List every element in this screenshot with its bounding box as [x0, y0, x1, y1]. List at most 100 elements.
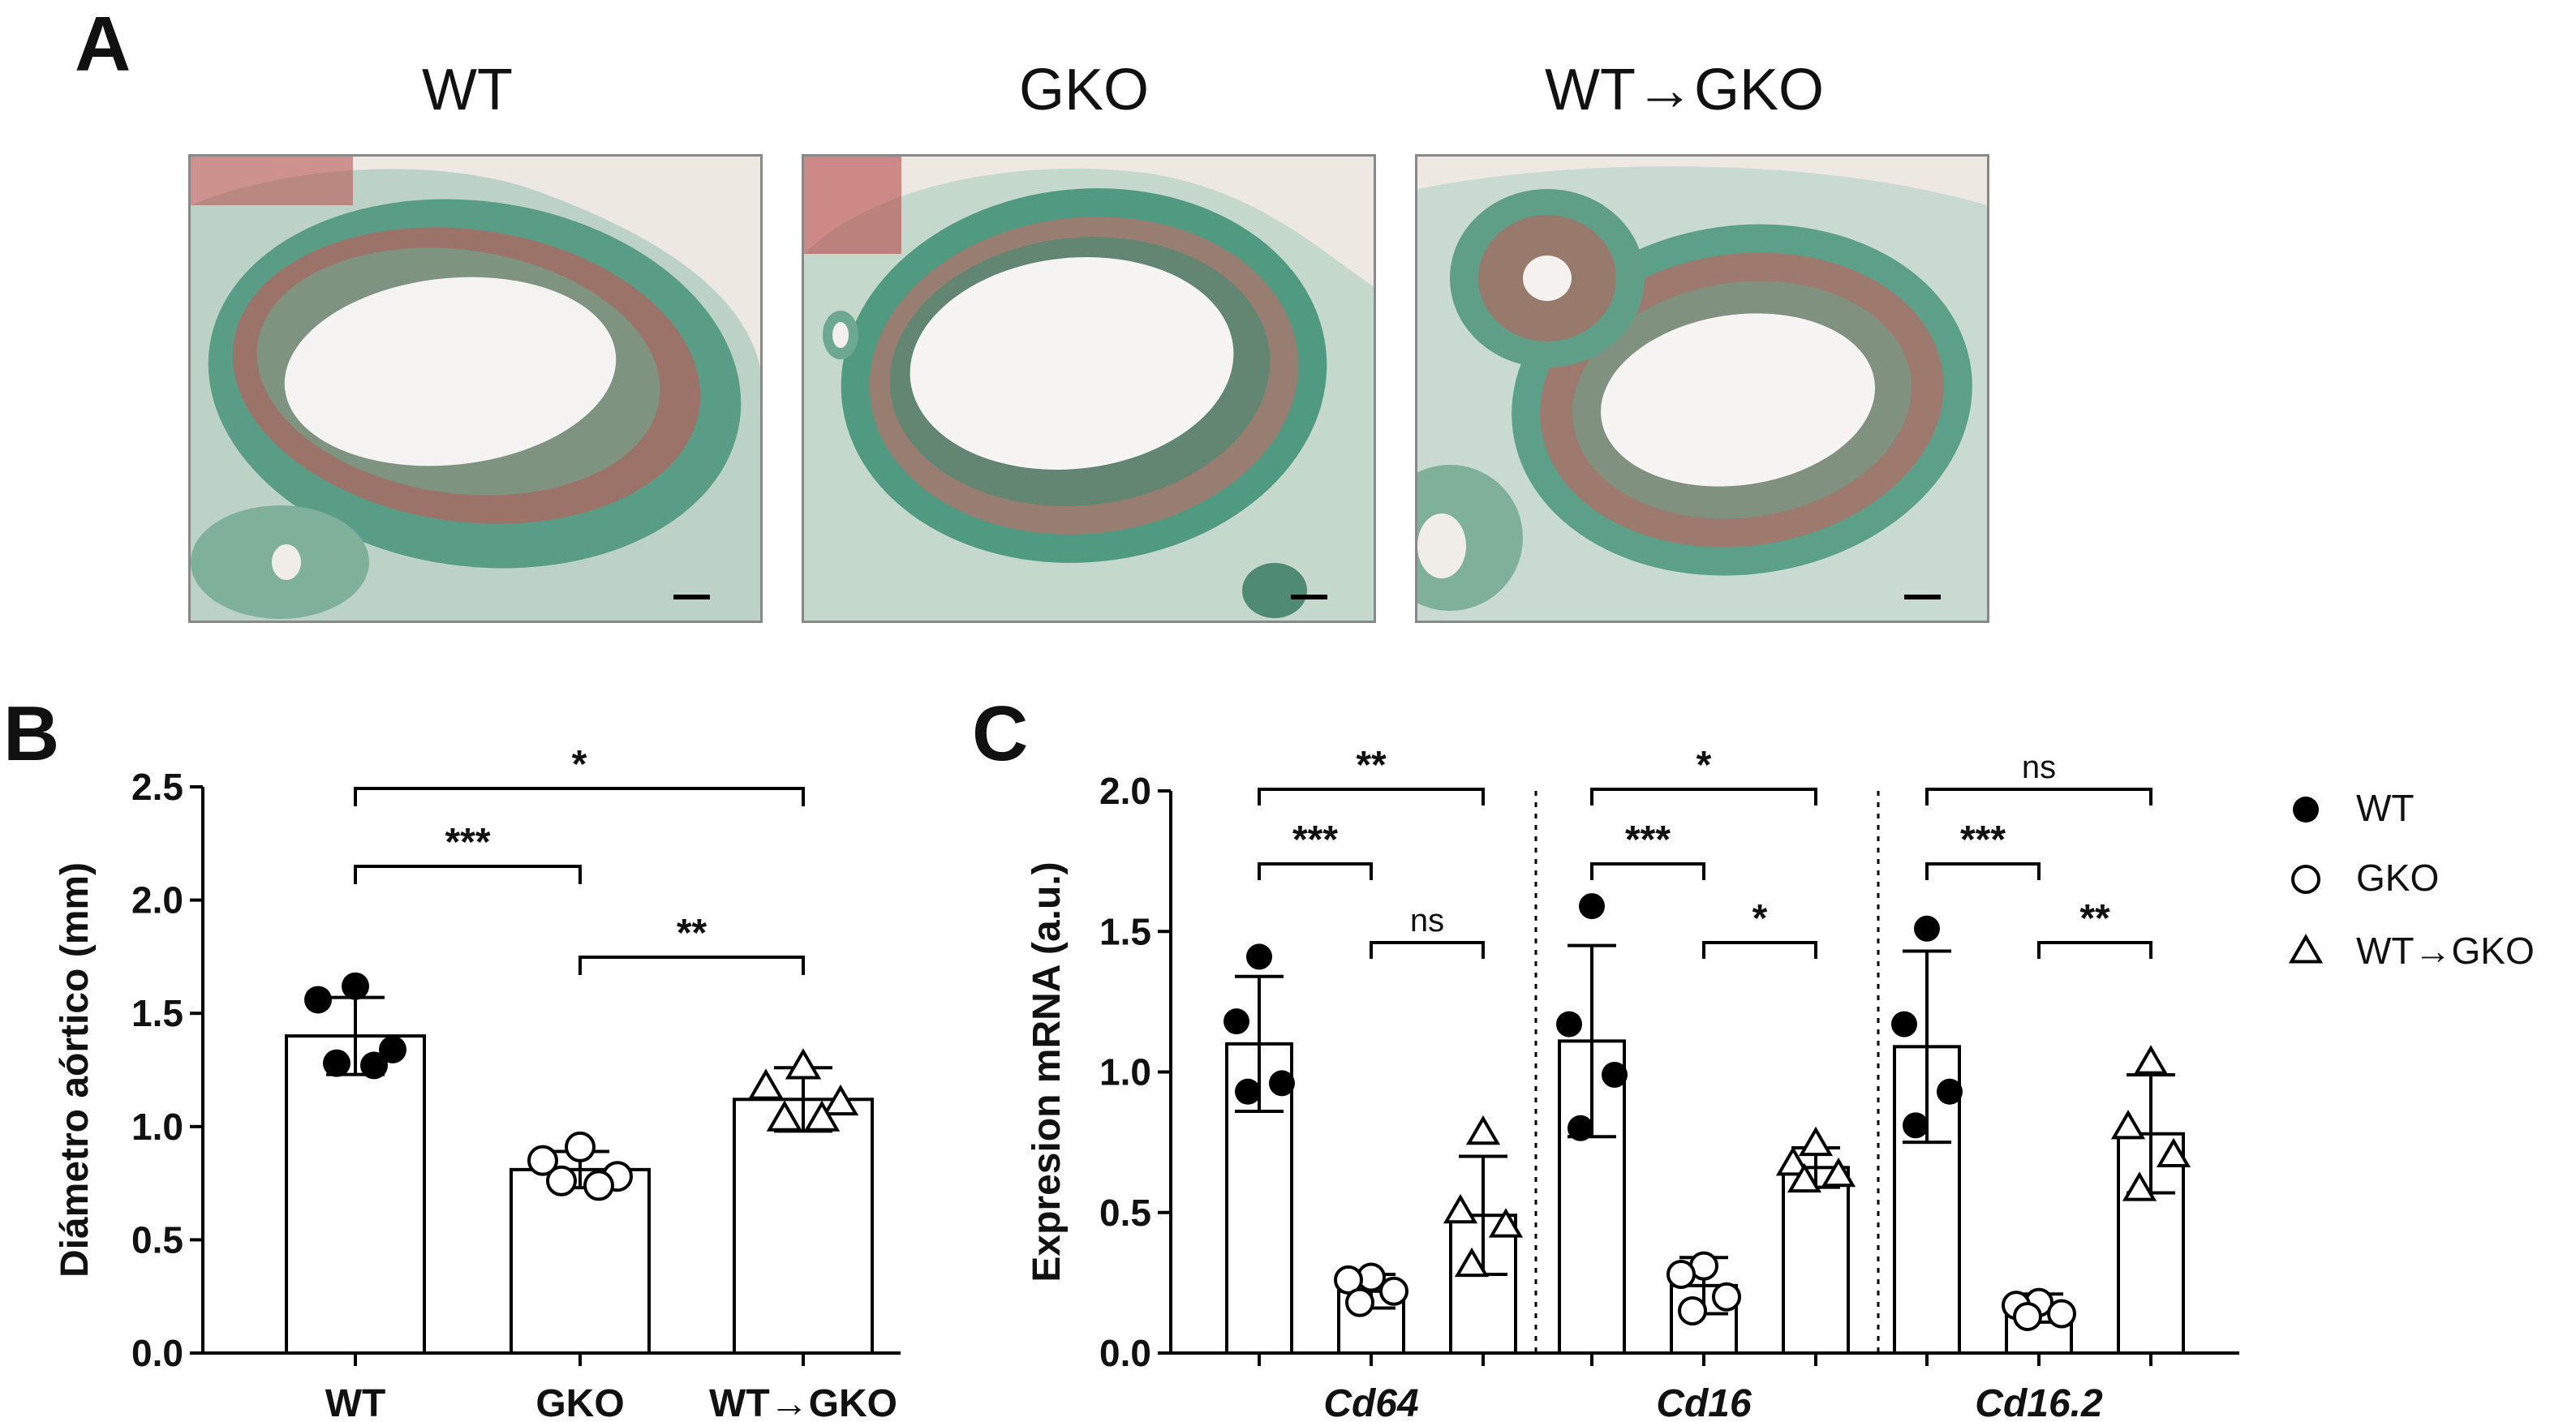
data-point — [2110, 1109, 2146, 1140]
data-point — [546, 1165, 577, 1196]
legend-marker — [2288, 934, 2324, 964]
y-tick-label: 2.5 — [131, 766, 183, 808]
data-point — [1775, 1146, 1811, 1176]
data-point — [1379, 1276, 1408, 1306]
group-label: Cd64 — [1323, 1382, 1418, 1422]
significance-label: ns — [2022, 750, 2056, 785]
image-title-wt-gko: WT→GKO — [1545, 58, 1824, 122]
data-point — [1712, 1282, 1741, 1312]
bar — [510, 1167, 651, 1355]
data-point — [1269, 1070, 1295, 1097]
data-point — [1465, 1115, 1501, 1145]
y-tick-label: 0.5 — [1099, 1192, 1151, 1234]
data-point — [304, 986, 332, 1014]
data-point — [803, 1100, 841, 1132]
panel-label-c: C — [972, 690, 1029, 777]
data-point — [766, 1100, 803, 1132]
group-label: Cd16.2 — [1975, 1382, 2103, 1422]
image-title-wt: WT — [422, 58, 513, 122]
significance-label: *** — [1292, 818, 1338, 861]
data-point — [1787, 1162, 1822, 1193]
bar — [1782, 1166, 1850, 1355]
significance-bracket — [1258, 788, 1485, 806]
data-point — [527, 1145, 558, 1176]
x-tick-label: WT — [325, 1382, 386, 1422]
data-point — [2156, 1137, 2191, 1168]
legend-label: WT→GKO — [2356, 930, 2535, 972]
panel-label-a: A — [75, 1, 131, 88]
legend-label: GKO — [2356, 857, 2439, 899]
data-point — [2047, 1299, 2076, 1329]
significance-label: * — [572, 743, 587, 786]
data-point — [2133, 1045, 2169, 1075]
histology-image-wt — [188, 154, 763, 623]
data-point — [1488, 1208, 1524, 1238]
data-point — [1223, 1008, 1249, 1035]
histology-image-gko — [802, 154, 1376, 623]
significance-bracket — [1590, 862, 1705, 880]
significance-label: * — [1697, 744, 1712, 787]
y-tick-label: 0.0 — [131, 1332, 183, 1374]
significance-label: ** — [1356, 744, 1387, 787]
significance-bracket — [1925, 788, 2152, 806]
data-point — [1246, 943, 1272, 970]
data-point — [747, 1068, 785, 1100]
data-point — [822, 1084, 859, 1116]
data-point — [360, 1051, 388, 1080]
significance-bracket — [1702, 941, 1817, 959]
significance-label: ** — [677, 912, 707, 955]
y-tick-label: 1.5 — [131, 992, 183, 1034]
data-point — [1891, 1011, 1917, 1038]
y-tick-label: 1.0 — [131, 1106, 183, 1148]
data-point — [1937, 1078, 1963, 1105]
legend-marker — [2293, 797, 2319, 823]
significance-bracket — [1258, 862, 1373, 880]
data-point — [1235, 1078, 1261, 1105]
data-point — [1579, 893, 1605, 920]
significance-bracket — [2037, 941, 2152, 959]
y-tick-label: 0.0 — [1099, 1332, 1151, 1374]
legend-label: WT — [2356, 787, 2415, 829]
data-point — [1798, 1126, 1834, 1157]
bar — [733, 1098, 874, 1355]
y-axis-label: Expresion mRNA (a.u.) — [1026, 861, 1069, 1282]
histology-image-wt-gko — [1415, 154, 1989, 623]
data-point — [1334, 1265, 1363, 1295]
significance-label: *** — [1960, 818, 2006, 861]
data-point — [1914, 915, 1940, 942]
data-point — [323, 1049, 350, 1077]
bar — [285, 1034, 426, 1355]
data-point — [785, 1048, 822, 1080]
data-point — [1821, 1157, 1856, 1188]
data-point — [1556, 1011, 1582, 1038]
group-label: Cd16 — [1656, 1382, 1752, 1422]
significance-bracket — [1370, 941, 1485, 959]
data-point — [1903, 1112, 1929, 1139]
data-point — [2013, 1301, 2042, 1331]
panel-label-b: B — [3, 690, 60, 777]
data-point — [1666, 1259, 1696, 1289]
y-tick-label: 0.5 — [131, 1218, 183, 1261]
x-tick-label: WT→GKO — [709, 1382, 897, 1422]
data-point — [1678, 1296, 1707, 1326]
data-point — [1443, 1193, 1478, 1224]
data-point — [2122, 1171, 2157, 1201]
data-point — [1568, 1115, 1593, 1141]
y-tick-label: 2.0 — [131, 879, 183, 922]
y-axis-label: Diámetro aórtico (mm) — [54, 862, 97, 1278]
significance-bracket — [1925, 862, 2041, 880]
significance-label: ** — [2079, 897, 2110, 940]
significance-bracket — [354, 787, 805, 806]
data-point — [565, 1131, 596, 1162]
data-point — [583, 1170, 614, 1201]
image-title-gko: GKO — [1018, 58, 1150, 122]
data-point — [1345, 1287, 1374, 1317]
y-tick-label: 2.0 — [1099, 770, 1151, 812]
significance-label: *** — [445, 821, 490, 864]
legend-marker — [2291, 865, 2320, 894]
significance-bracket — [354, 865, 582, 884]
significance-label: *** — [1625, 818, 1671, 861]
significance-label: ns — [1410, 903, 1444, 939]
